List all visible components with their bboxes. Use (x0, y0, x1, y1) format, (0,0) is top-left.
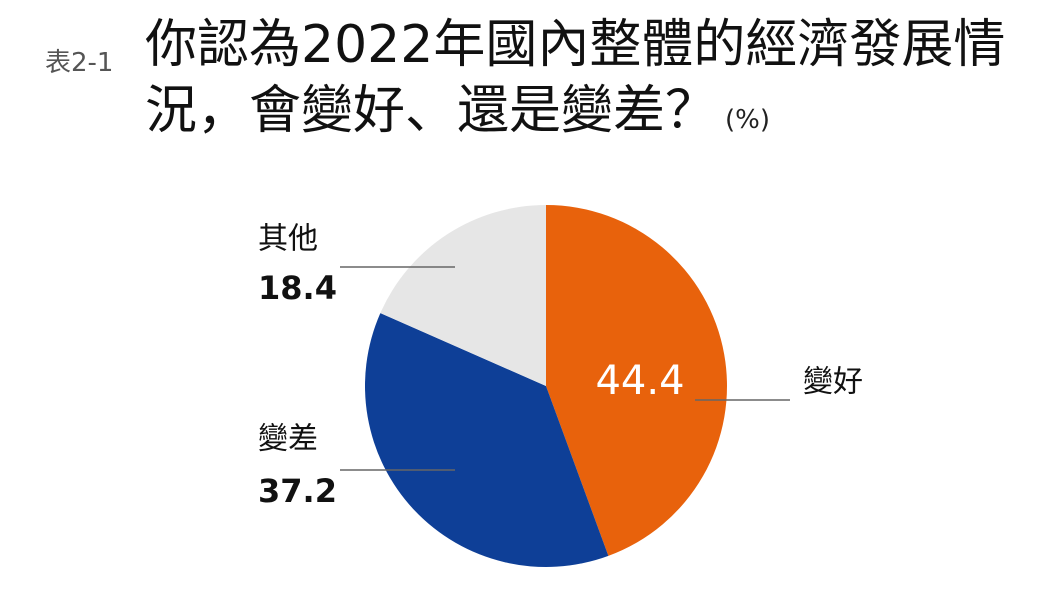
unit: (%) (725, 105, 771, 135)
chart-title: 你認為2022年國內整體的經濟發展情況，會變好、還是變差？ (145, 15, 1006, 141)
slice-label: 變好 (803, 365, 863, 400)
value-label: 44.4 (595, 358, 684, 404)
value-label: 37.2 (258, 472, 337, 510)
pie-slice (546, 205, 728, 556)
figure-label: 表2-1 (45, 48, 114, 78)
title-block: 你認為2022年國內整體的經濟發展情況，會變好、還是變差？ (%) (145, 12, 1015, 153)
value-label: 18.4 (258, 269, 337, 307)
pie-slice (364, 313, 609, 567)
slice-label: 其他 (258, 222, 318, 257)
slice-label: 變差 (258, 422, 318, 457)
pie-slice (380, 205, 546, 386)
